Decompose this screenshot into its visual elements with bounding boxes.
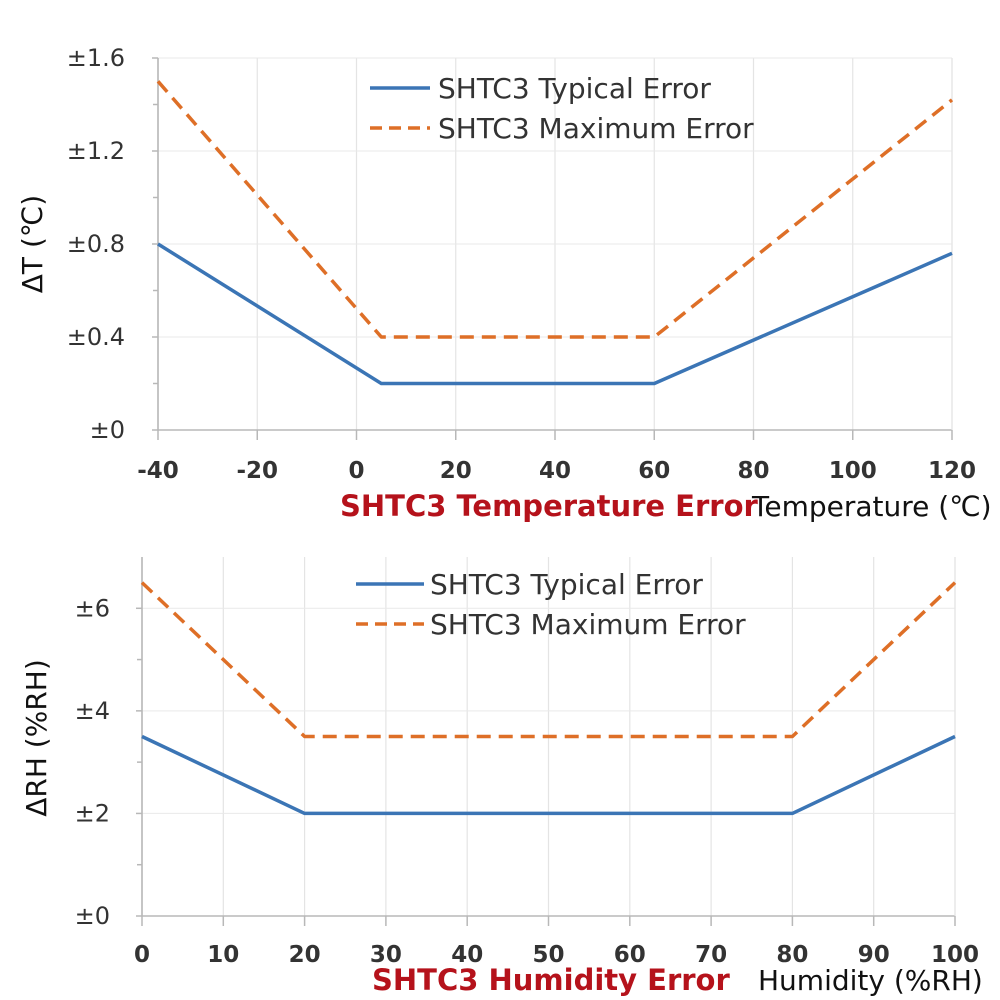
x-tick-label: 80	[776, 942, 808, 968]
x-tick-label: 60	[638, 458, 670, 484]
x-tick-label: 100	[931, 942, 979, 968]
chart-title: SHTC3 Humidity Error	[372, 963, 730, 997]
x-tick-label: 100	[829, 458, 877, 484]
x-tick-label: -40	[137, 458, 179, 484]
legend-label: SHTC3 Maximum Error	[430, 608, 746, 641]
y-axis-title: ΔT (℃)	[16, 195, 49, 293]
x-axis-title: Temperature (℃)	[751, 490, 992, 523]
x-tick-label: 60	[614, 942, 646, 968]
x-tick-label: 120	[928, 458, 976, 484]
temperature-error-chart: -40 -20 0 20 40 60 80 100 120 ±0 ±0.4 ±0.8 ±1.2 ±1.6 Δ…	[16, 44, 992, 523]
y-tick-label: ±4	[75, 697, 110, 725]
x-tick-label: 0	[348, 458, 364, 484]
x-tick-label: 40	[539, 458, 571, 484]
legend-label: SHTC3 Typical Error	[438, 72, 711, 105]
x-tick-label: 20	[289, 942, 321, 968]
y-tick-label: ±1.6	[67, 44, 125, 72]
typical-error-line	[157, 242, 953, 386]
x-tick-label: 40	[451, 942, 483, 968]
y-tick-label: ±1.2	[67, 137, 125, 165]
y-tick-label: ±6	[75, 594, 110, 622]
y-tick-label: ±0	[75, 902, 110, 930]
y-tick-label: ±0	[90, 416, 125, 444]
maximum-error-line	[156, 80, 954, 339]
x-tick-label: 10	[207, 942, 239, 968]
legend-label: SHTC3 Typical Error	[430, 568, 703, 601]
x-tick-label: 70	[695, 942, 727, 968]
x-tick-label: 80	[737, 458, 769, 484]
maximum-error-line	[140, 581, 957, 739]
typical-error-line	[141, 734, 956, 816]
x-tick-label: 0	[134, 942, 150, 968]
x-tick-label: 50	[532, 942, 564, 968]
chart-title: SHTC3 Temperature Error	[340, 489, 759, 523]
x-tick-label: -20	[236, 458, 278, 484]
x-tick-label: 30	[370, 942, 402, 968]
y-tick-label: ±0.4	[67, 323, 125, 351]
x-tick-label: 90	[858, 942, 890, 968]
y-axis-title: ΔRH (%RH)	[20, 659, 53, 817]
humidity-error-chart: 0 10 20 30 40 50 60 70 80 90 100 ±0 ±2 ±4 ±6 ΔRH (%RH) S…	[20, 557, 983, 997]
y-tick-label: ±0.8	[67, 230, 125, 258]
x-axis-title: Humidity (%RH)	[758, 964, 983, 997]
x-tick-label: 20	[440, 458, 472, 484]
legend-label: SHTC3 Maximum Error	[438, 112, 754, 145]
y-tick-label: ±2	[75, 799, 110, 827]
